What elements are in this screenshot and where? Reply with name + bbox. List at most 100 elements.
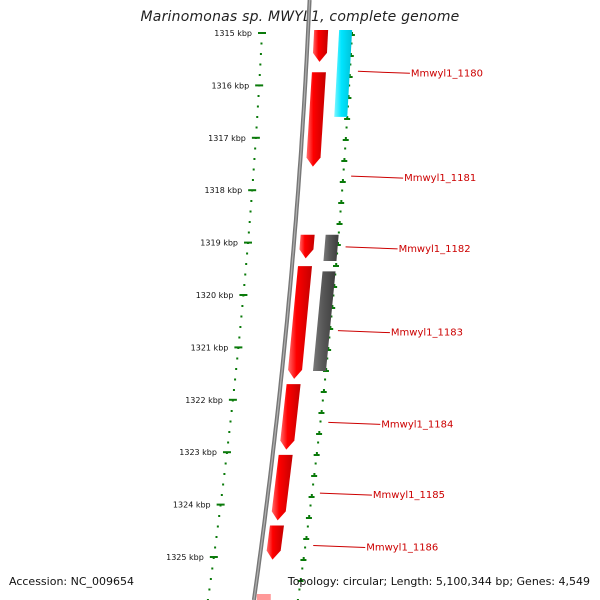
label-leader-line	[351, 175, 404, 179]
minor-tick-dot	[348, 74, 351, 76]
minor-tick-dot	[343, 158, 346, 160]
gene-arrow-partial	[256, 594, 271, 600]
minor-tick-dot	[254, 147, 257, 150]
map-title: Marinomonas sp. MWYL1, complete genome	[140, 9, 460, 25]
minor-tick-dot	[259, 53, 262, 55]
gene-arrow	[266, 525, 284, 560]
minor-tick-dot	[252, 168, 255, 171]
minor-tick-dot	[304, 546, 307, 549]
minor-tick-dot	[347, 95, 350, 97]
minor-tick-dot	[258, 84, 261, 87]
minor-tick-dot	[258, 74, 261, 76]
minor-tick-dot	[336, 252, 339, 255]
minor-tick-dot	[325, 368, 328, 370]
minor-tick-dot	[333, 284, 336, 286]
label-leader-line	[345, 246, 398, 250]
minor-tick-dot	[256, 105, 259, 108]
gene-label: Mmwyl1_1181	[404, 173, 476, 184]
tick-label: 1318 kbp	[204, 186, 242, 195]
gene-arrow	[299, 234, 315, 259]
minor-tick-dot	[310, 494, 313, 496]
minor-tick-dot	[334, 273, 337, 276]
label-leader-line	[357, 70, 410, 74]
tick-label: 1324 kbp	[173, 501, 211, 510]
tick-label: 1315 kbp	[214, 29, 252, 38]
minor-tick-dot	[344, 137, 347, 139]
minor-tick-dot	[349, 63, 352, 66]
minor-tick-dot	[327, 347, 330, 349]
minor-tick-dot	[348, 84, 351, 87]
minor-tick-dot	[339, 210, 342, 213]
minor-tick-dot	[315, 452, 318, 454]
minor-tick-dot	[312, 483, 315, 486]
tick-label: 1322 kbp	[185, 396, 223, 405]
minor-tick-dot	[346, 105, 349, 108]
minor-tick-dot	[259, 63, 262, 66]
minor-tick-dot	[336, 242, 339, 244]
minor-tick-dot	[236, 357, 239, 360]
gene-label: Mmwyl1_1182	[399, 244, 471, 255]
minor-tick-dot	[324, 378, 327, 381]
minor-tick-dot	[241, 305, 244, 307]
minor-tick-dot	[306, 525, 309, 528]
minor-tick-dot	[298, 588, 301, 591]
minor-tick-dot	[235, 368, 238, 370]
gene-labels: Mmwyl1_1180 Mmwyl1_1181 Mmwyl1_1182 Mmwyl1_…	[313, 68, 483, 554]
minor-tick-dot	[218, 515, 221, 517]
minor-tick-dot	[234, 378, 237, 381]
gene-label: Mmwyl1_1183	[391, 328, 463, 339]
minor-tick-dot	[245, 263, 248, 265]
minor-tick-dot	[338, 221, 341, 223]
minor-tick-dot	[253, 158, 256, 160]
minor-tick-dot	[350, 42, 353, 45]
minor-tick-dot	[313, 473, 316, 475]
secondary-features	[312, 30, 353, 371]
minor-tick-dot	[214, 546, 217, 549]
minor-tick-dot	[247, 231, 250, 234]
minor-tick-dot	[318, 431, 321, 433]
minor-tick-dot	[309, 504, 312, 507]
minor-tick-dot	[244, 273, 247, 276]
minor-tick-dot	[302, 557, 305, 559]
tick-label: 1323 kbp	[179, 448, 217, 457]
secondary-feature-block	[312, 271, 336, 371]
minor-tick-dot	[251, 189, 254, 192]
minor-tick-dot	[251, 179, 254, 181]
gene-track	[256, 30, 329, 600]
minor-tick-dot	[329, 326, 332, 328]
tick-label: 1317 kbp	[208, 134, 246, 143]
minor-tick-dot	[228, 431, 231, 433]
minor-tick-dot	[341, 179, 344, 181]
minor-tick-dot	[301, 567, 304, 570]
minor-tick-dot	[212, 557, 215, 559]
minor-tick-dot	[254, 137, 257, 139]
minor-tick-dot	[225, 452, 228, 454]
ruler: 1315 kbp 1316 kbp 1317 kbp 1318 kbp 1319 kbp…	[166, 29, 266, 562]
label-leader-line	[337, 330, 390, 334]
minor-tick-dot	[317, 441, 320, 444]
minor-tick-dot	[231, 399, 234, 402]
minor-tick-dot	[256, 116, 259, 118]
tick-label: 1325 kbp	[166, 553, 204, 562]
minor-tick-dot	[344, 147, 347, 150]
minor-tick-dot	[255, 126, 258, 129]
minor-tick-dot	[211, 567, 214, 570]
minor-tick-dot	[240, 315, 243, 318]
minor-tick-dot	[322, 389, 325, 391]
gene-arrow	[271, 454, 293, 521]
minor-tick-dot	[229, 420, 232, 423]
accession-text: Accession: NC_009654	[9, 575, 135, 588]
backbone	[251, 0, 312, 600]
label-leader-line	[319, 492, 372, 496]
minor-tick-dot	[239, 326, 242, 328]
gene-label: Mmwyl1_1186	[366, 543, 438, 554]
minor-tick-dot	[335, 263, 338, 265]
minor-tick-dot	[249, 210, 252, 213]
tick-label: 1316 kbp	[211, 81, 249, 90]
gene-label: Mmwyl1_1185	[373, 490, 445, 501]
minor-tick-dot	[346, 116, 349, 118]
minor-tick-dot	[208, 588, 211, 591]
minor-tick-dot	[250, 200, 253, 202]
